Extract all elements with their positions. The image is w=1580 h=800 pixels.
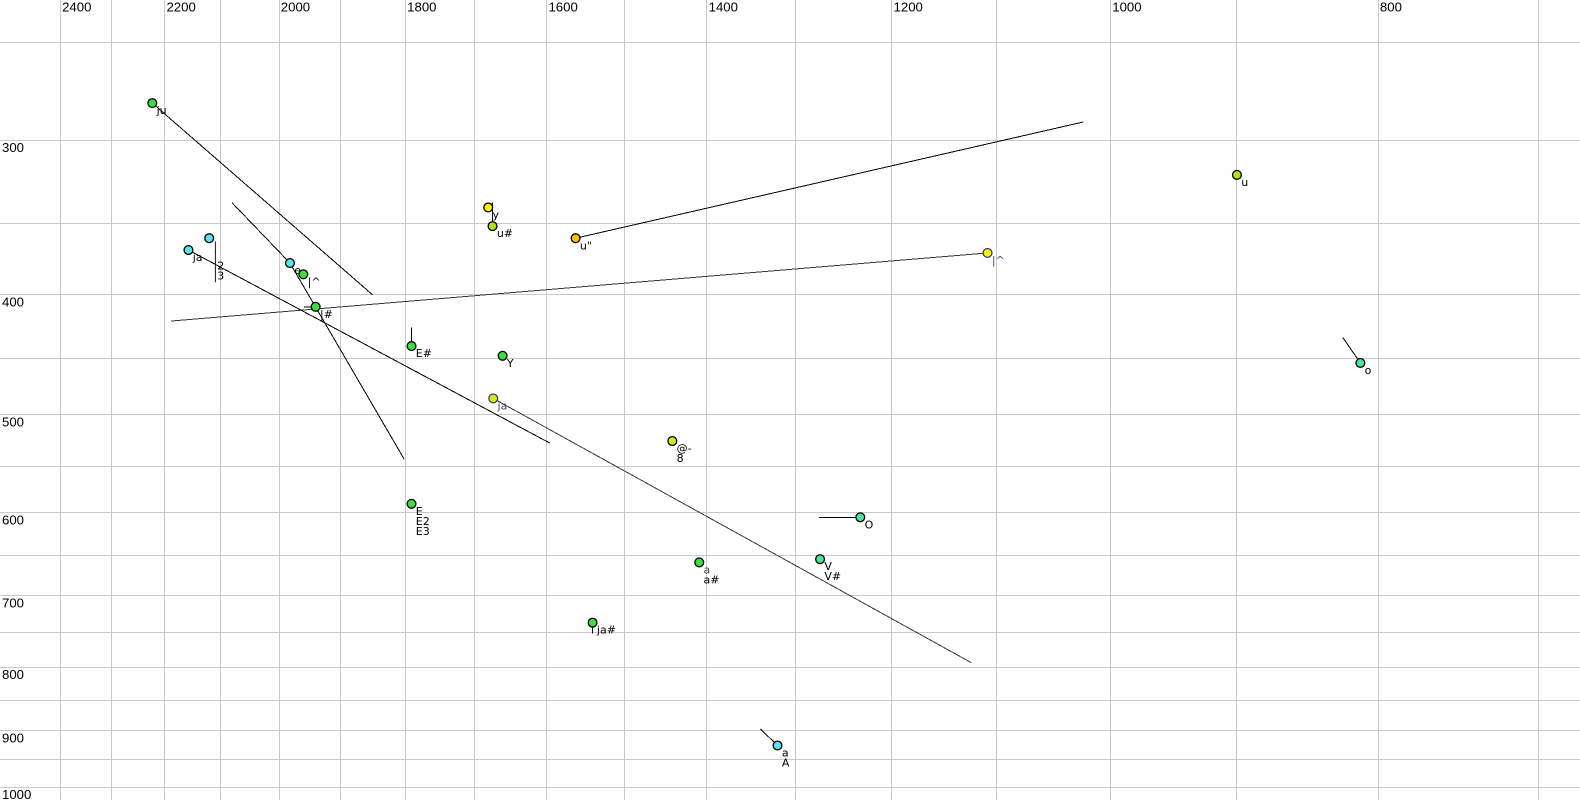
point-label-ja-hash: ja# xyxy=(596,624,616,637)
point-label-E-hash: E# xyxy=(416,347,432,360)
point-label-a-A: a xyxy=(782,747,789,760)
trajectory-u-umlaut xyxy=(575,121,1084,239)
trajectory-ja-back xyxy=(493,397,972,664)
point-O[interactable] xyxy=(855,512,866,523)
x-tick-label-1400: 1400 xyxy=(709,0,738,15)
trajectory-lines-layer xyxy=(151,102,1361,746)
point-u-umlaut[interactable] xyxy=(570,233,581,244)
point-bar-hash[interactable] xyxy=(310,301,321,312)
point-label-a-hash-2: a# xyxy=(704,574,720,587)
point-label-u: u xyxy=(1241,176,1248,189)
tick-labels-layer: 2400 2200 2000 1800 1600 1400 1200 1000 800 300 40… xyxy=(2,0,1402,800)
point-label-V: V xyxy=(824,560,832,573)
point-label-a-hash: a xyxy=(704,564,711,577)
point-a-hash[interactable] xyxy=(694,557,705,568)
point-label-i-bar-2: | xyxy=(214,249,218,262)
point-Y[interactable] xyxy=(497,350,508,361)
point-u-hash[interactable] xyxy=(487,221,498,232)
point-label-o: o xyxy=(1365,364,1372,377)
x-tick-label-2200: 2200 xyxy=(166,0,195,15)
point-label-e: e xyxy=(294,264,301,277)
y-tick-label-600: 600 xyxy=(2,512,24,527)
point-labels-layer: ju|||2|3jae|^|#E#yu#u"|^uYja@-8EE2E3Oaa#… xyxy=(156,104,1372,769)
point-label-i-bar-4: |3 xyxy=(214,269,225,282)
point-label-bar-hash: |# xyxy=(320,308,333,321)
x-tick-label-1600: 1600 xyxy=(548,0,577,15)
x-tick-label-1000: 1000 xyxy=(1112,0,1141,15)
point-e[interactable] xyxy=(284,257,295,269)
point-label-bar-hat-front: |^ xyxy=(308,275,321,288)
point-ja-back[interactable] xyxy=(488,393,499,404)
point-label-E: E xyxy=(416,505,423,518)
y-tick-label-900: 900 xyxy=(2,730,24,745)
x-tick-label-2000: 2000 xyxy=(281,0,310,15)
point-label-a-A-2: A xyxy=(782,757,790,770)
trajectory-ja-front xyxy=(188,249,551,444)
point-label-E-2: E2 xyxy=(416,515,430,528)
point-label-O: O xyxy=(865,518,874,531)
y-tick-label-500: 500 xyxy=(2,414,24,429)
trajectory-e-2 xyxy=(289,262,405,460)
trajectory-e xyxy=(231,202,291,264)
point-a-A[interactable] xyxy=(772,740,783,751)
point-bar-hat-back[interactable] xyxy=(982,247,993,258)
y-tick-label-1000: 1000 xyxy=(2,787,31,800)
point-label-E-3: E3 xyxy=(416,525,430,538)
point-ja-front[interactable] xyxy=(183,244,194,256)
point-label-y: y xyxy=(493,209,500,222)
y-tick-label-400: 400 xyxy=(2,294,24,309)
trajectory-o xyxy=(1342,337,1361,364)
point-label-Y: Y xyxy=(506,357,514,370)
point-bar-hat-front[interactable] xyxy=(298,269,309,280)
point-label-V-2: V# xyxy=(824,570,841,583)
point-ja-hash[interactable] xyxy=(587,617,598,628)
point-u[interactable] xyxy=(1231,169,1242,180)
point-V[interactable] xyxy=(815,554,826,565)
trajectory-bar-hat-back xyxy=(170,252,988,322)
point-label-u-umlaut: u" xyxy=(580,239,592,252)
point-o[interactable] xyxy=(1355,357,1366,368)
point-E[interactable] xyxy=(406,498,417,509)
y-tick-label-700: 700 xyxy=(2,595,24,610)
x-tick-label-2400: 2400 xyxy=(62,0,91,15)
point-ju[interactable] xyxy=(147,98,158,109)
point-E-hash[interactable] xyxy=(406,341,417,352)
point-label-ja-back: ja xyxy=(497,400,508,413)
point-label-i-bar: | xyxy=(214,239,218,252)
x-tick-label-1800: 1800 xyxy=(407,0,436,15)
x-tick-label-1200: 1200 xyxy=(894,0,923,15)
point-label-ja-front: ja xyxy=(192,251,203,264)
point-label-u-hash: u# xyxy=(497,227,513,240)
point-y[interactable] xyxy=(483,202,494,213)
point-label-bar-hat-back: |^ xyxy=(992,254,1005,267)
point-i-bar[interactable] xyxy=(204,233,215,244)
x-tick-label-800: 800 xyxy=(1380,0,1402,15)
y-tick-label-800: 800 xyxy=(2,667,24,682)
point-label-schwa-dash-2: 8 xyxy=(677,452,684,465)
data-points-layer xyxy=(147,98,1366,751)
y-tick-label-300: 300 xyxy=(2,140,24,155)
point-schwa-dash[interactable] xyxy=(667,435,678,447)
trajectory-ju xyxy=(151,102,373,296)
point-label-schwa-dash: @- xyxy=(677,442,692,455)
